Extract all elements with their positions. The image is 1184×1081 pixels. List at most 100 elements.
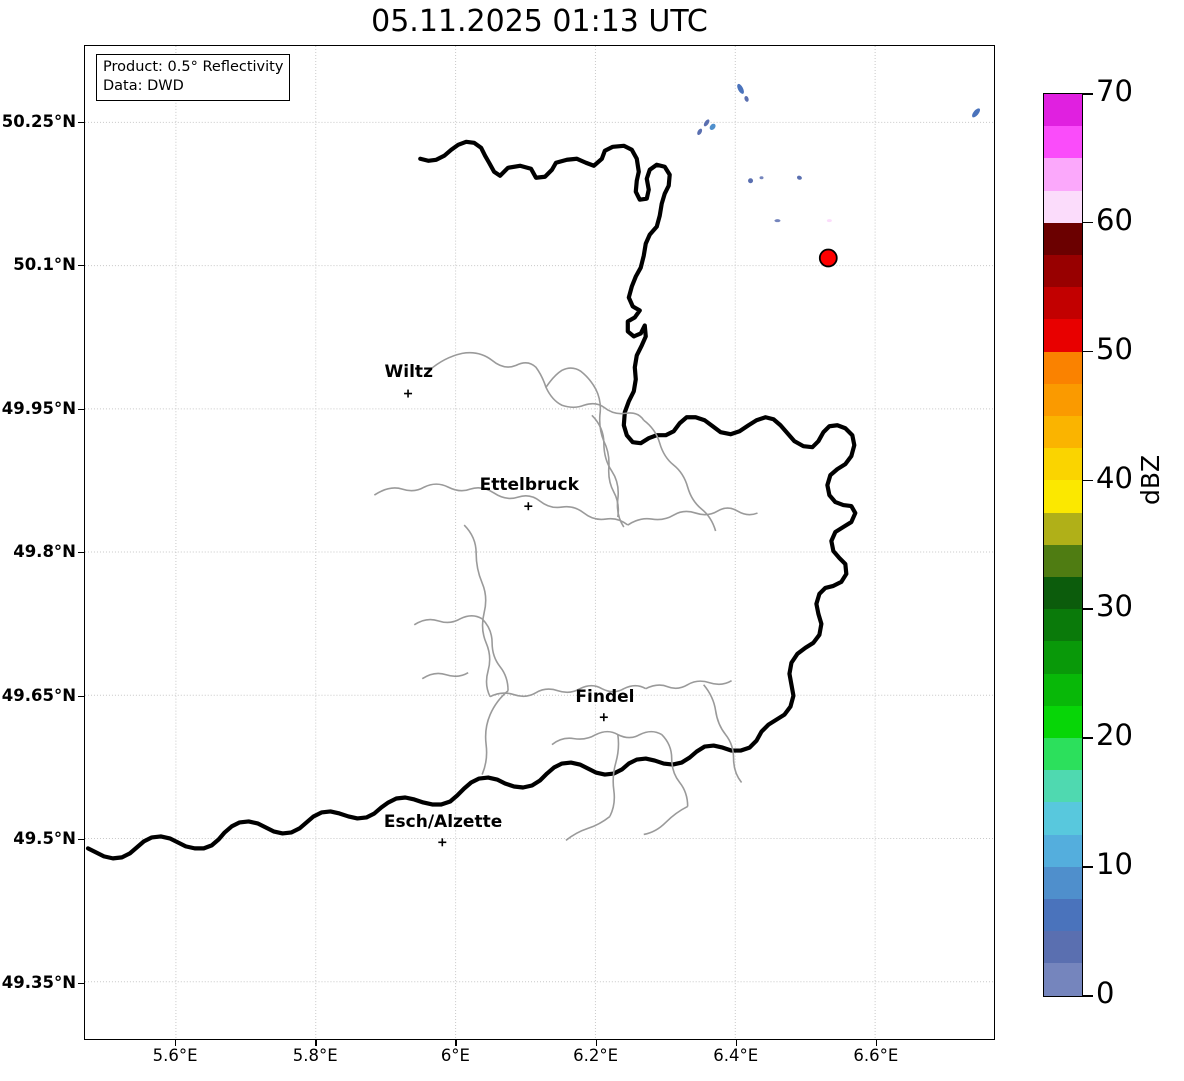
y-tick-label-3: 49.8°N [13,542,76,562]
city-marker-esch-alzette [438,838,447,847]
radar-echo-6 [748,178,754,184]
colorbar-tick-label-7: 0 [1096,976,1115,1010]
map-svg [85,46,994,1039]
x-tick-mark-4 [735,1040,737,1046]
colorbar-band-1 [1044,126,1082,159]
city-label-wiltz: Wiltz [384,362,433,383]
colorbar-tick-label-5: 20 [1096,718,1133,753]
y-tick-label-5: 49.5°N [13,829,76,849]
info-product-line: Product: 0.5° Reflectivity [103,59,284,75]
colorbar-band-18 [1044,673,1082,706]
y-tick-mark-5 [78,839,84,841]
page-title: 05.11.2025 01:13 UTC [371,4,708,39]
colorbar-band-8 [1044,351,1082,384]
map-plot-area[interactable]: Product: 0.5° Reflectivity Data: DWD Wil… [84,45,995,1040]
colorbar-band-26 [1044,931,1082,964]
colorbar-band-24 [1044,866,1082,900]
x-tick-mark-0 [175,1040,177,1046]
gridlines-group [85,46,994,1039]
y-tick-label-6: 49.35°N [1,972,76,992]
colorbar[interactable] [1043,93,1083,997]
radar-echo-8 [796,175,802,180]
city-label-esch-alzette: Esch/Alzette [383,811,503,832]
x-tick-mark-1 [315,1040,317,1046]
y-tick-label-0: 50.25°N [1,111,76,131]
x-tick-mark-5 [875,1040,878,1046]
radar-echo-1 [744,95,749,102]
colorbar-band-13 [1044,512,1082,545]
y-tick-label-2: 49.95°N [1,398,76,418]
colorbar-band-20 [1044,738,1082,771]
x-tick-label-4: 6.4°E [713,1046,759,1065]
y-tick-mark-6 [78,982,84,984]
x-tick-mark-3 [595,1040,597,1046]
colorbar-band-15 [1044,577,1082,610]
colorbar-band-14 [1044,544,1082,578]
colorbar-band-2 [1044,158,1082,191]
y-tick-label-4: 49.65°N [1,685,76,705]
city-marker-wiltz [404,389,413,398]
colorbar-tick-mark-2 [1083,350,1093,353]
city-label-findel: Findel [575,686,635,707]
colorbar-tick-mark-0 [1083,93,1093,95]
radar-station-layer [818,248,838,268]
luxembourg-national-border [85,139,858,861]
colorbar-tick-label-2: 50 [1096,331,1133,366]
colorbar-band-11 [1044,448,1082,481]
y-tick-mark-4 [78,695,84,697]
x-tick-label-5: 6.6°E [853,1046,899,1065]
colorbar-tick-mark-6 [1083,866,1093,868]
colorbar-band-3 [1044,190,1082,223]
y-tick-mark-1 [78,265,84,267]
canton-boundaries [373,351,758,842]
info-data-line: Data: DWD [103,78,184,94]
radar-echo-3 [709,123,716,130]
city-marker-layer [404,389,608,847]
radar-echo-2 [703,119,710,127]
colorbar-band-6 [1044,287,1082,320]
x-tick-label-1: 5.8°E [292,1046,338,1065]
colorbar-tick-label-4: 30 [1096,589,1133,624]
city-marker-ettelbruck [524,502,533,511]
radar-echo-7 [759,176,764,180]
radar-echo-layer [697,83,981,223]
radar-echo-10 [826,219,832,223]
radar-echo-4 [697,128,703,136]
colorbar-tick-mark-7 [1083,995,1093,997]
colorbar-band-19 [1044,705,1082,739]
y-tick-mark-2 [78,408,84,410]
colorbar-tick-mark-5 [1083,737,1093,739]
product-info-box: Product: 0.5° Reflectivity Data: DWD [96,54,291,101]
x-tick-label-0: 5.6°E [152,1046,198,1065]
colorbar-band-27 [1044,963,1082,996]
colorbar-band-7 [1044,319,1082,352]
colorbar-tick-mark-3 [1083,479,1093,482]
colorbar-tick-label-0: 70 [1096,74,1133,108]
x-tick-label-3: 6.2°E [573,1046,619,1065]
y-tick-mark-3 [78,552,84,554]
y-tick-mark-0 [78,121,84,123]
colorbar-band-10 [1044,416,1082,449]
colorbar-band-9 [1044,383,1082,417]
colorbar-band-25 [1044,899,1082,932]
colorbar-tick-label-6: 10 [1096,847,1133,882]
radar-station-marker[interactable] [818,248,838,268]
colorbar-band-16 [1044,609,1082,642]
radar-echo-5 [972,108,981,118]
colorbar-band-12 [1044,480,1082,513]
colorbar-band-22 [1044,802,1082,835]
colorbar-axis-label: dBZ [1136,454,1165,505]
colorbar-band-4 [1044,222,1082,256]
colorbar-band-17 [1044,641,1082,674]
colorbar-tick-label-3: 40 [1096,460,1133,495]
colorbar-band-21 [1044,770,1082,803]
colorbar-band-5 [1044,255,1082,288]
city-label-ettelbruck: Ettelbruck [479,475,579,496]
colorbar-tick-label-1: 60 [1096,202,1133,237]
radar-echo-9 [774,219,781,223]
x-tick-mark-2 [455,1040,457,1046]
x-tick-label-2: 6°E [440,1046,470,1065]
y-tick-label-1: 50.1°N [13,255,76,275]
colorbar-band-23 [1044,834,1082,867]
